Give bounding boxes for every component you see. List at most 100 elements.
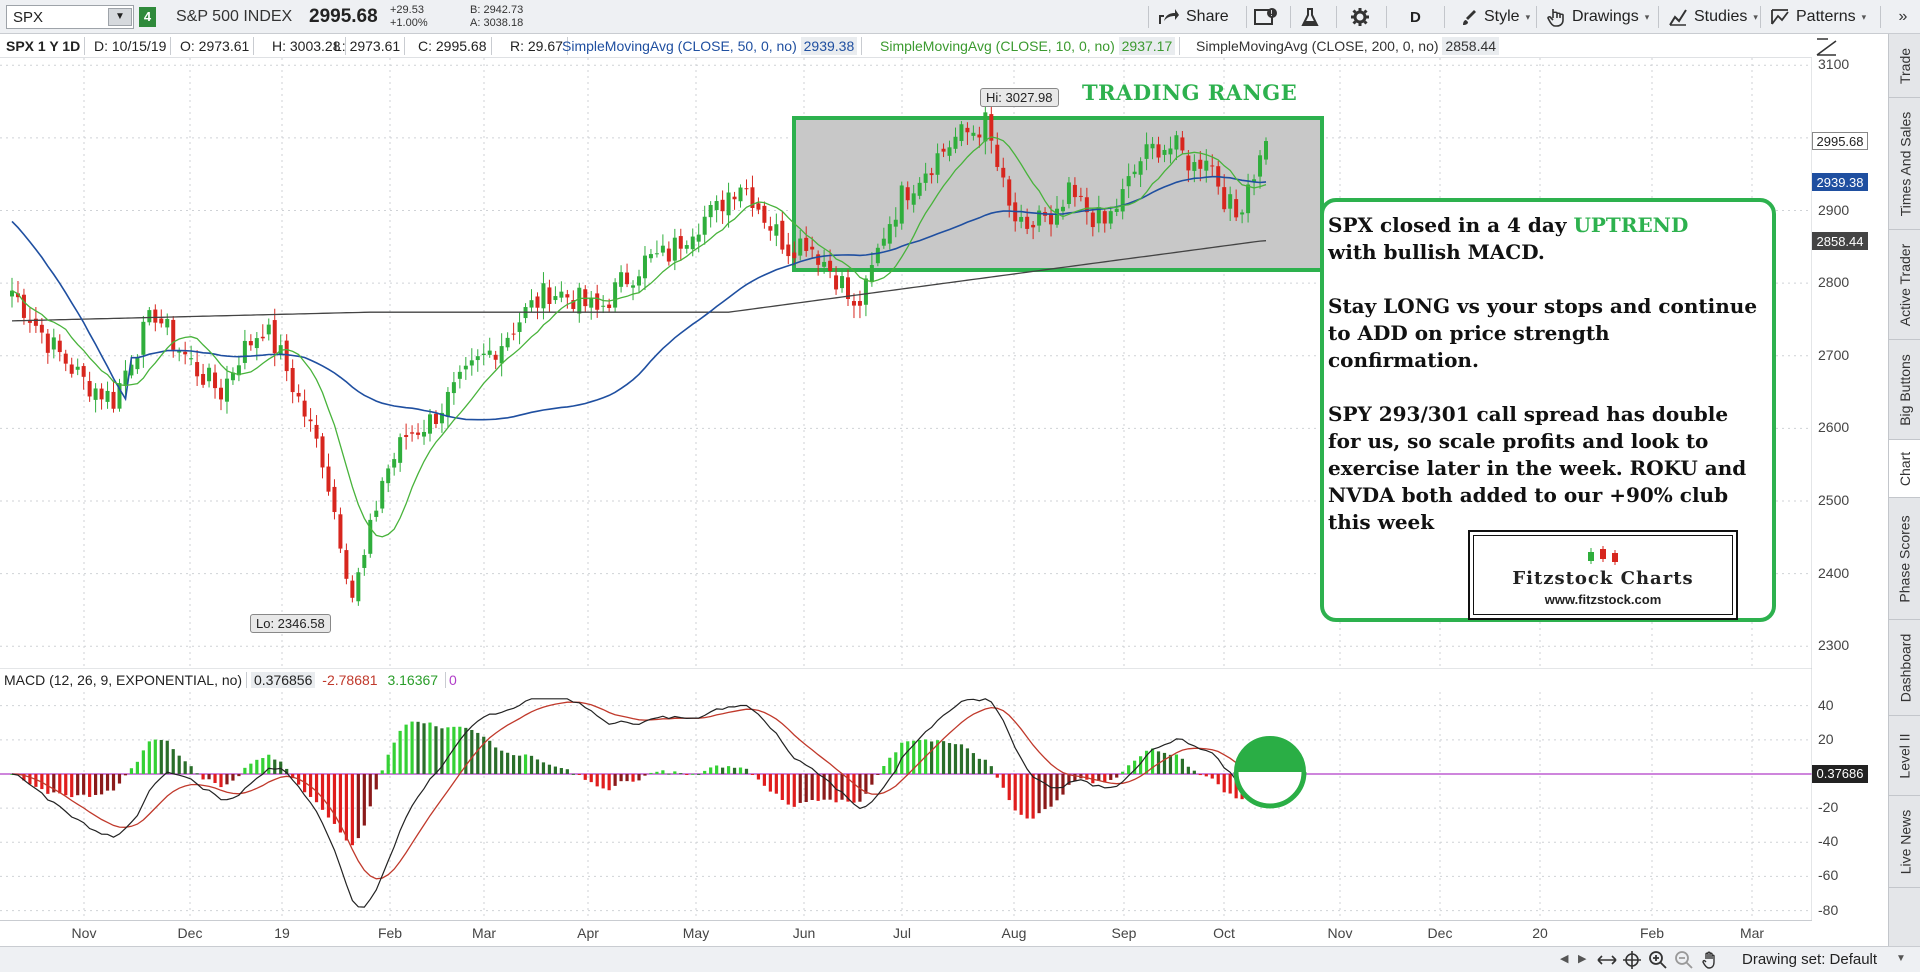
macd-histogram-bar [410,721,414,774]
time-axis[interactable]: Nov Dec 19 Feb Mar Apr May Jun Jul Aug Sep Oct Nov De… [0,920,1812,946]
macd-label[interactable]: MACD (12, 26, 9, EXPONENTIAL, no) [4,672,248,688]
price-tick-label: 2900 [1818,201,1850,218]
side-tab-chart[interactable]: Chart [1889,440,1920,498]
macd-histogram-bar [326,773,331,818]
candle-body [1234,199,1239,218]
settings-button[interactable] [1350,0,1370,34]
side-tab-dashboard[interactable]: Dashboard [1889,620,1920,716]
macd-histogram-bar [189,766,193,774]
macd-chart[interactable] [0,668,1812,920]
share-button[interactable]: Share [1158,0,1229,34]
macd-histogram-bar [195,773,199,775]
macd-histogram-bar [595,773,599,787]
aggregation-button[interactable]: D [1410,8,1421,26]
candle-body [57,340,62,353]
drawing-set-label[interactable]: Drawing set: Default [1742,951,1878,968]
studies-label: Studies [1694,8,1748,25]
candle-body [189,358,194,360]
macd-histogram-bar [1025,773,1029,819]
candle-body [314,424,319,439]
candle-body [87,381,92,397]
drawings-button[interactable]: Drawings ▾ [1546,0,1649,34]
candle-body [995,144,1000,167]
sma200-study-label[interactable]: SimpleMovingAvg (CLOSE, 200, 0, no) 2858… [1192,37,1503,55]
chart-title[interactable]: SPX 1 Y 1D [2,37,86,55]
macd-histogram-bar [1150,748,1155,774]
studies-lab-button[interactable] [1300,0,1320,34]
macd-histogram-bar [159,739,163,774]
macd-histogram-bar [989,766,993,774]
expand-panel-button[interactable]: » [1888,0,1918,34]
macd-histogram-bar [607,773,611,791]
scroll-left-icon[interactable]: ◀ [1560,953,1569,965]
link-group-badge[interactable]: 4 [139,7,156,27]
candle-body [296,392,301,397]
candle-body [577,287,582,314]
macd-histogram-bar [362,773,366,826]
drawing-tool-icon[interactable] [1814,36,1840,58]
pan-hand-icon[interactable] [1700,950,1720,970]
side-tab-level-ii[interactable]: Level II [1889,716,1920,796]
candle-body [290,367,295,393]
crosshair-icon[interactable] [1622,950,1642,970]
candles [10,106,1268,606]
macd-histogram-bar [1043,773,1047,810]
chevron-down-icon[interactable]: ▼ [1896,953,1906,964]
price-tick-label: 3100 [1818,56,1850,73]
price-tick-label: 2600 [1818,419,1850,436]
side-tab-active-trader[interactable]: Active Trader [1889,230,1920,340]
candle-body [1198,159,1203,169]
candle-body [463,365,468,370]
style-button[interactable]: Style ▾ [1460,0,1530,34]
studies-button[interactable]: Studies ▾ [1668,0,1758,34]
macd-histogram-bar [314,773,319,803]
macd-histogram-bar [404,724,408,774]
patterns-button[interactable]: Patterns ▾ [1770,0,1866,34]
bid-price: B: 2942.73 [470,4,524,16]
candle-body [810,246,815,250]
side-tab-big-buttons[interactable]: Big Buttons [1889,340,1920,440]
price-chart[interactable] [0,58,1812,668]
zoom-out-icon[interactable] [1674,950,1694,970]
expand-time-icon[interactable] [1596,950,1618,970]
candle-body [816,254,821,265]
side-tab-phase-scores[interactable]: Phase Scores [1889,498,1920,620]
candle-body [595,293,600,310]
macd-histogram-bar [1109,773,1113,780]
candle-body [111,391,116,409]
candle-body [637,276,641,286]
side-tab-times-and-sales[interactable]: Times And Sales [1889,98,1920,230]
candle-body [451,382,456,394]
candle-body [410,432,415,434]
macd-histogram-bar [971,753,975,774]
sma10-study-label[interactable]: SimpleMovingAvg (CLOSE, 10, 0, no) 2937.… [876,37,1181,55]
macd-histogram-bar [643,773,647,776]
macd-histogram-bar [452,726,456,774]
zoom-in-icon[interactable] [1648,950,1668,970]
side-tab-live-news[interactable]: Live News [1889,796,1920,888]
logo-name: Fitzstock Charts [1512,568,1694,589]
macd-histogram-bar [691,773,695,775]
macd-histogram-bar [207,773,211,780]
candle-body [672,237,677,261]
patterns-icon [1771,9,1789,25]
candle-body [971,132,976,136]
candle-body [935,153,940,175]
share-label: Share [1186,8,1229,25]
macd-histogram-bar [1204,773,1208,777]
chart-notes-button[interactable]: ! [1254,0,1278,34]
macd-histogram-bar [709,767,713,774]
scroll-right-icon[interactable]: ▶ [1578,953,1587,965]
sma50-study-label[interactable]: SimpleMovingAvg (CLOSE, 50, 0, no) 2939.… [558,37,863,55]
net-change: +29.53 [390,4,424,16]
candle-body [1222,187,1227,210]
candle-body [1258,155,1263,177]
macd-histogram-bar [1228,773,1232,794]
macd-histogram-bar [523,754,528,774]
symbol-dropdown-button[interactable]: ▼ [108,8,132,26]
macd-histogram-bar [721,767,725,774]
macd-histogram-bar [1222,773,1226,793]
macd-avg-value: -2.78681 [322,672,378,688]
candle-body [977,134,982,138]
side-tab-trade[interactable]: Trade [1889,34,1920,98]
